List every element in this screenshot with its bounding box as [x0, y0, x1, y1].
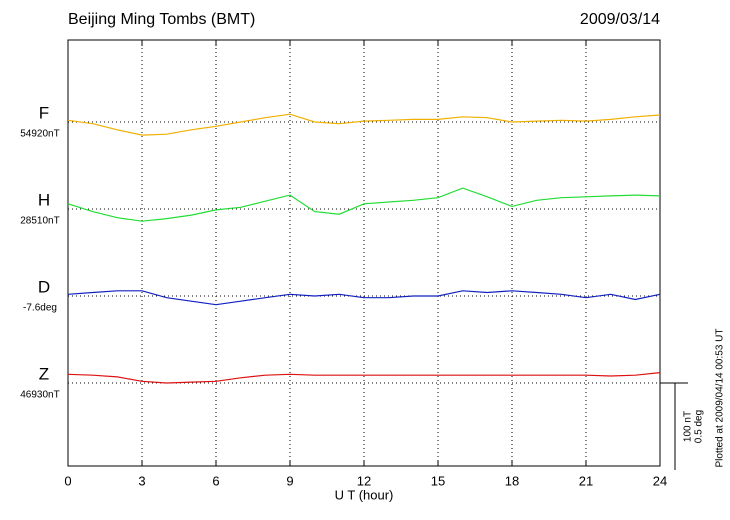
x-tick-label: 9: [286, 473, 293, 488]
series-baseline: 28510nT: [20, 216, 59, 227]
x-axis-label: U T (hour): [335, 487, 394, 502]
footer: Plotted at 2009/04/14 00:53 UT: [715, 329, 726, 468]
x-tick-label: 21: [579, 473, 593, 488]
series-name: H: [38, 190, 50, 209]
trace: [67, 113, 661, 136]
series-name: F: [39, 103, 49, 122]
series-baseline: 54920nT: [20, 129, 59, 140]
x-tick-label: 24: [653, 473, 667, 488]
trace: [67, 372, 661, 384]
x-tick-label: 18: [505, 473, 519, 488]
scale-label: 0.5 deg: [694, 410, 705, 443]
scale-label: 100 nT: [683, 411, 694, 442]
series-name: Z: [39, 364, 49, 383]
x-tick-label: 12: [357, 473, 371, 488]
date: 2009/03/14: [580, 11, 660, 28]
x-tick-label: 15: [431, 473, 445, 488]
trace: [67, 290, 661, 306]
series-name: D: [38, 277, 50, 296]
chart-title: Beijing Ming Tombs (BMT): [68, 11, 255, 28]
series-baseline: 46930nT: [20, 390, 59, 401]
series-baseline: -7.6deg: [23, 303, 57, 314]
x-tick-label: 6: [212, 473, 219, 488]
x-tick-label: 3: [138, 473, 145, 488]
trace: [67, 187, 661, 222]
x-tick-label: 0: [64, 473, 71, 488]
